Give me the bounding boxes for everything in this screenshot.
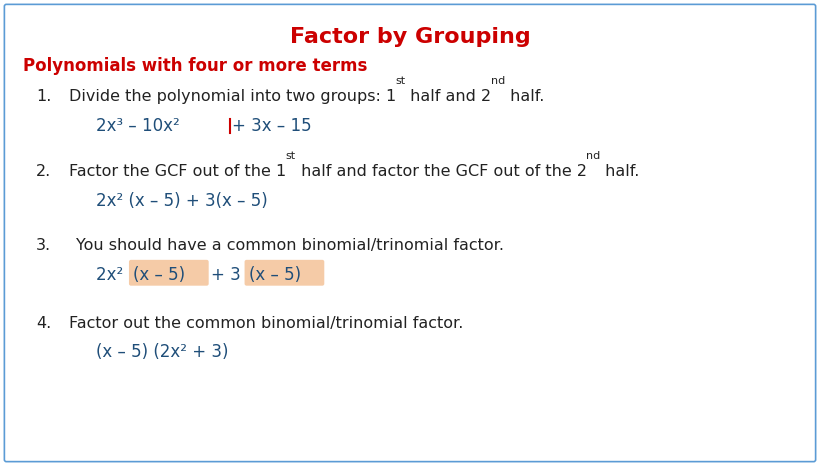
Text: (x – 5): (x – 5) bbox=[248, 266, 301, 284]
Text: half.: half. bbox=[505, 89, 544, 104]
Text: half.: half. bbox=[600, 164, 639, 179]
Text: Polynomials with four or more terms: Polynomials with four or more terms bbox=[23, 57, 367, 75]
FancyBboxPatch shape bbox=[244, 260, 324, 286]
Text: 1.: 1. bbox=[36, 89, 52, 104]
Text: nd: nd bbox=[491, 76, 505, 86]
Text: Factor by Grouping: Factor by Grouping bbox=[289, 27, 530, 47]
Text: 2x² (x – 5) + 3(x – 5): 2x² (x – 5) + 3(x – 5) bbox=[96, 192, 268, 210]
FancyBboxPatch shape bbox=[129, 260, 208, 286]
Text: You should have a common binomial/trinomial factor.: You should have a common binomial/trinom… bbox=[76, 238, 504, 253]
Text: nd: nd bbox=[585, 151, 600, 161]
Text: Factor the GCF out of the 1: Factor the GCF out of the 1 bbox=[69, 164, 286, 179]
Text: + 3: + 3 bbox=[210, 266, 246, 284]
Text: 4.: 4. bbox=[36, 315, 52, 330]
Text: Factor out the common binomial/trinomial factor.: Factor out the common binomial/trinomial… bbox=[69, 315, 463, 330]
Text: 2.: 2. bbox=[36, 164, 52, 179]
Text: (x – 5): (x – 5) bbox=[133, 266, 185, 284]
Text: 2x²: 2x² bbox=[96, 266, 129, 284]
Text: st: st bbox=[395, 76, 405, 86]
Text: (x – 5) (2x² + 3): (x – 5) (2x² + 3) bbox=[96, 343, 229, 361]
Text: 3.: 3. bbox=[36, 238, 52, 253]
Text: + 3x – 15: + 3x – 15 bbox=[231, 116, 311, 135]
Text: 2x³ – 10x²: 2x³ – 10x² bbox=[96, 116, 179, 135]
FancyBboxPatch shape bbox=[4, 4, 815, 462]
Text: half and 2: half and 2 bbox=[405, 89, 491, 104]
Text: st: st bbox=[285, 151, 296, 161]
Text: Divide the polynomial into two groups: 1: Divide the polynomial into two groups: 1 bbox=[69, 89, 396, 104]
Text: half and factor the GCF out of the 2: half and factor the GCF out of the 2 bbox=[296, 164, 586, 179]
